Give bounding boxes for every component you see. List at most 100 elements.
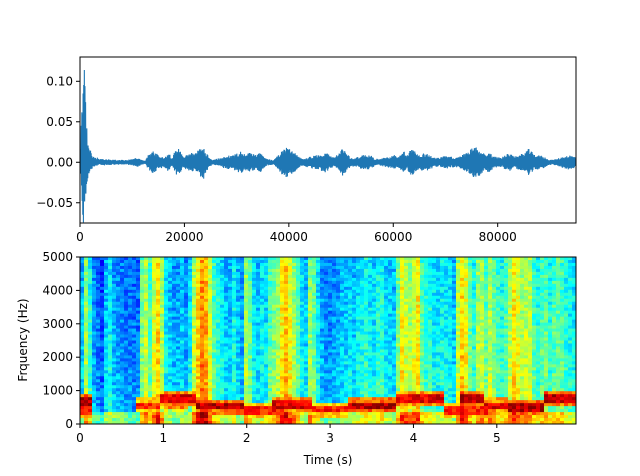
spectrogram-cell xyxy=(212,304,217,309)
spectrogram-cell xyxy=(184,257,189,261)
spectrogram-cell xyxy=(324,379,329,383)
spectrogram-cell xyxy=(396,295,401,300)
spectrogram-cell xyxy=(308,343,313,347)
spectrogram-cell xyxy=(100,298,105,303)
spectrogram-cell xyxy=(212,268,217,273)
spectrogram-cell xyxy=(296,361,301,365)
spectrogram-cell xyxy=(140,283,145,288)
spectrogram-cell xyxy=(300,262,305,267)
spectrogram-cell xyxy=(300,385,305,389)
spectrogram-cell xyxy=(272,334,277,338)
spectrogram-cell xyxy=(148,257,153,261)
spectrogram-cell xyxy=(164,301,169,306)
spectrogram-cell xyxy=(172,313,177,318)
spectrogram-cell xyxy=(104,412,109,416)
spectrogram-cell xyxy=(224,331,229,335)
spectrogram-cell xyxy=(368,370,373,374)
spectrogram-cell xyxy=(124,421,129,425)
spectrogram-cell xyxy=(164,400,169,404)
spectrogram-cell xyxy=(308,295,313,300)
spectrogram-cell xyxy=(124,331,129,335)
spectrogram-cell xyxy=(196,385,201,389)
spectrogram-cell xyxy=(260,349,265,353)
spectrogram-cell xyxy=(152,328,157,332)
spectrogram-cell xyxy=(104,388,109,392)
spectrogram-cell xyxy=(184,298,189,303)
spectrogram-cell xyxy=(212,379,217,383)
spectrogram-cell xyxy=(172,370,177,374)
spectrogram-cell xyxy=(80,331,85,335)
spectrogram-cell xyxy=(356,334,361,338)
spectrogram-cell xyxy=(212,319,217,324)
spectrogram-cell xyxy=(140,277,145,282)
spectrogram-cell xyxy=(104,373,109,377)
spectrogram-cell xyxy=(324,409,329,413)
spectrogram-cell xyxy=(144,421,149,425)
spectrogram-cell xyxy=(240,352,245,356)
spectrogram-cell xyxy=(192,394,197,398)
spectrogram-cell xyxy=(208,373,213,377)
spectrogram-cell xyxy=(280,415,285,419)
spectrogram-cell xyxy=(92,271,97,276)
spectrogram-cell xyxy=(384,397,389,401)
spectrogram-cell xyxy=(244,316,249,321)
spectrogram-cell xyxy=(388,301,393,306)
spectrogram-cell xyxy=(244,391,249,395)
spectrogram-cell xyxy=(176,310,181,315)
spectrogram-cell xyxy=(328,292,333,297)
spectrogram-cell xyxy=(396,319,401,324)
spectrogram-cell xyxy=(428,265,433,270)
spectrogram-cell xyxy=(136,331,141,335)
spectrogram-cell xyxy=(424,286,429,291)
spectrogram-cell xyxy=(264,322,269,326)
spectrogram-cell xyxy=(260,376,265,380)
spectrogram-cell xyxy=(276,292,281,297)
spectrogram-cell xyxy=(92,415,97,419)
spectrogram-cell xyxy=(416,265,421,270)
spectrogram-cell xyxy=(288,313,293,318)
spectrogram-cell xyxy=(264,283,269,288)
spectrogram-cell xyxy=(388,262,393,267)
spectrogram-cell xyxy=(104,289,109,294)
spectrogram-cell xyxy=(352,265,357,270)
spectrogram-cell xyxy=(356,349,361,353)
spectrogram-cell xyxy=(188,391,193,395)
spectrogram-cell xyxy=(388,421,393,425)
spectrogram-cell xyxy=(112,268,117,273)
spectrogram-cell xyxy=(244,295,249,300)
spectrogram-cell xyxy=(100,349,105,353)
spectrogram-cell xyxy=(340,298,345,303)
spectrogram-cell xyxy=(304,394,309,398)
spectrogram-cell xyxy=(320,352,325,356)
spectrogram-cell xyxy=(312,376,317,380)
spectrogram-cell xyxy=(300,397,305,401)
spectrogram-cell xyxy=(80,283,85,288)
spectrogram-cell xyxy=(220,265,225,270)
spectrogram-cell xyxy=(376,418,381,422)
spectrogram-cell xyxy=(124,355,129,359)
spectrogram-cell xyxy=(348,298,353,303)
spectrogram-cell xyxy=(164,292,169,297)
spectrogram-cell xyxy=(104,307,109,312)
spectrogram-cell xyxy=(216,257,221,261)
spectrogram-cell xyxy=(92,397,97,401)
spectrogram-cell xyxy=(308,257,313,261)
spectrogram-cell xyxy=(172,322,177,326)
spectrogram-cell xyxy=(80,373,85,377)
spectrogram-cell xyxy=(432,280,437,285)
spectrogram-cell xyxy=(272,394,277,398)
spectrogram-cell xyxy=(348,280,353,285)
spectrogram-cell xyxy=(232,265,237,270)
spectrogram-cell xyxy=(416,316,421,321)
spectrogram-cell xyxy=(368,355,373,359)
spectrogram-cell xyxy=(260,412,265,416)
spectrogram-cell xyxy=(224,346,229,350)
spectrogram-cell xyxy=(116,334,121,338)
spectrogram-cell xyxy=(128,373,133,377)
spectrogram-cell xyxy=(264,310,269,315)
spectrogram-cell xyxy=(140,421,145,425)
spectrogram-cell xyxy=(220,379,225,383)
spectrogram-cell xyxy=(360,391,365,395)
spectrogram-cell xyxy=(308,406,313,410)
spectrogram-cell xyxy=(188,400,193,404)
